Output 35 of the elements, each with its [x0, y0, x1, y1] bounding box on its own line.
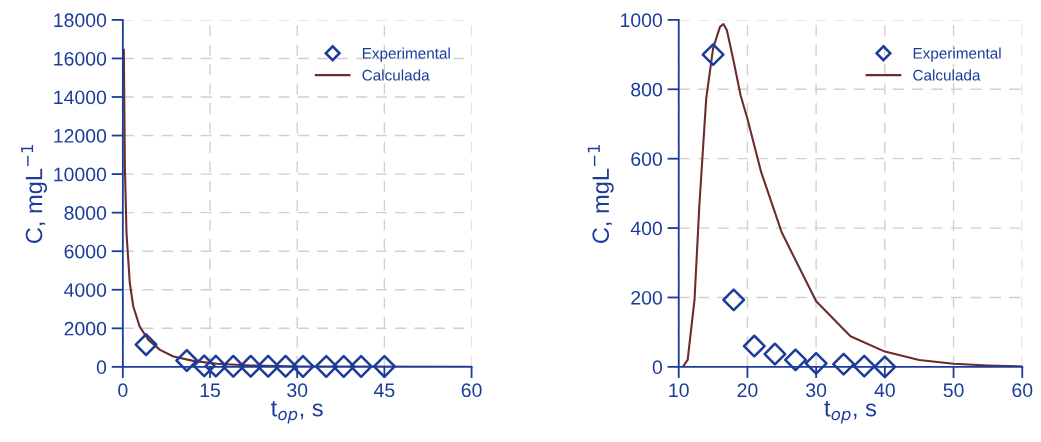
- y-tick-label: 0: [652, 360, 662, 375]
- y-tick-label: 600: [631, 152, 662, 166]
- x-tick-label: 40: [874, 383, 895, 398]
- x-tick-label: 30: [806, 383, 827, 398]
- y-tick-label: 8000: [64, 206, 107, 220]
- y-tick-label: 2000: [64, 321, 107, 336]
- x-tick-label: 15: [200, 383, 221, 398]
- y-tick-label: 18000: [54, 13, 107, 28]
- y-tick-label: 1000: [620, 13, 662, 28]
- y-axis-title: C, mgL$^{−1}$: [587, 144, 614, 243]
- x-tick-label: 45: [374, 383, 395, 398]
- x-axis-title: t$_{op}$, s: [824, 400, 877, 424]
- y-tick-label: 4000: [64, 283, 107, 297]
- x-tick-label: 0: [118, 383, 128, 398]
- legend-label: Calculada: [362, 69, 430, 81]
- y-tick-label: 12000: [54, 129, 107, 143]
- legend-label: Experimental: [362, 47, 450, 62]
- y-tick-label: 14000: [54, 90, 107, 105]
- legend-label: Experimental: [913, 47, 1001, 62]
- y-tick-label: 6000: [64, 244, 107, 259]
- y-tick-label: 16000: [54, 51, 107, 66]
- x-tick-label: 20: [737, 383, 758, 398]
- y-tick-label: 0: [96, 360, 107, 375]
- y-tick-label: 10000: [54, 167, 107, 182]
- x-tick-label: 60: [1012, 383, 1033, 398]
- x-tick-label: 60: [461, 383, 482, 398]
- x-tick-label: 30: [287, 383, 308, 398]
- x-tick-label: 10: [669, 383, 689, 398]
- y-tick-label: 800: [631, 82, 662, 97]
- y-tick-label: 200: [631, 290, 662, 305]
- x-tick-label: 50: [943, 383, 964, 398]
- y-axis-title: C, mgL$^{−1}$: [21, 144, 48, 243]
- legend-label: Calculada: [913, 69, 981, 81]
- y-tick-label: 400: [630, 221, 662, 236]
- x-axis-title: t$_{op}$, s: [271, 400, 323, 424]
